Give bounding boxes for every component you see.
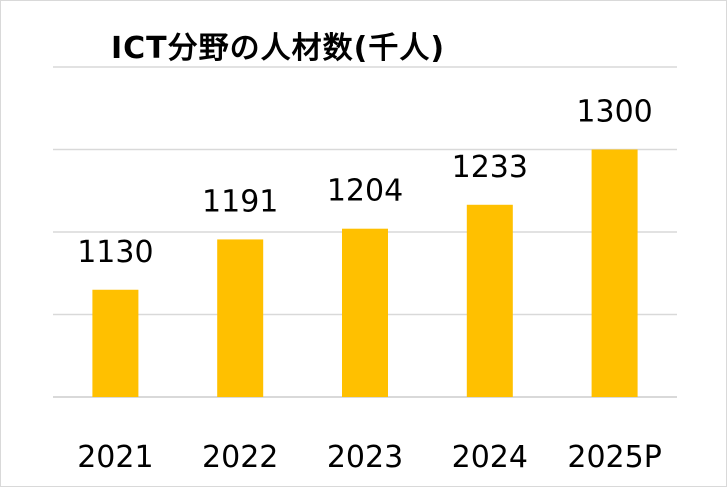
data-label-2024: 1233 xyxy=(452,150,528,185)
bar-2022 xyxy=(217,239,264,397)
x-tick-label-2025P: 2025P xyxy=(567,440,661,475)
bar-2024 xyxy=(466,204,513,397)
data-label-2021: 1130 xyxy=(77,235,153,270)
data-label-2025P: 1300 xyxy=(576,95,652,130)
x-tick-label-2022: 2022 xyxy=(202,440,278,475)
data-label-2022: 1191 xyxy=(202,184,278,219)
data-label-2023: 1204 xyxy=(327,174,403,209)
bar-2023 xyxy=(342,228,388,397)
x-tick-label-2021: 2021 xyxy=(77,440,153,475)
x-tick-label-2023: 2023 xyxy=(327,440,403,475)
bar-2025P xyxy=(591,149,638,397)
x-tick-label-2024: 2024 xyxy=(452,440,528,475)
chart-title: ICT分野の人材数(千人) xyxy=(111,31,446,66)
bar-2021 xyxy=(92,289,139,397)
